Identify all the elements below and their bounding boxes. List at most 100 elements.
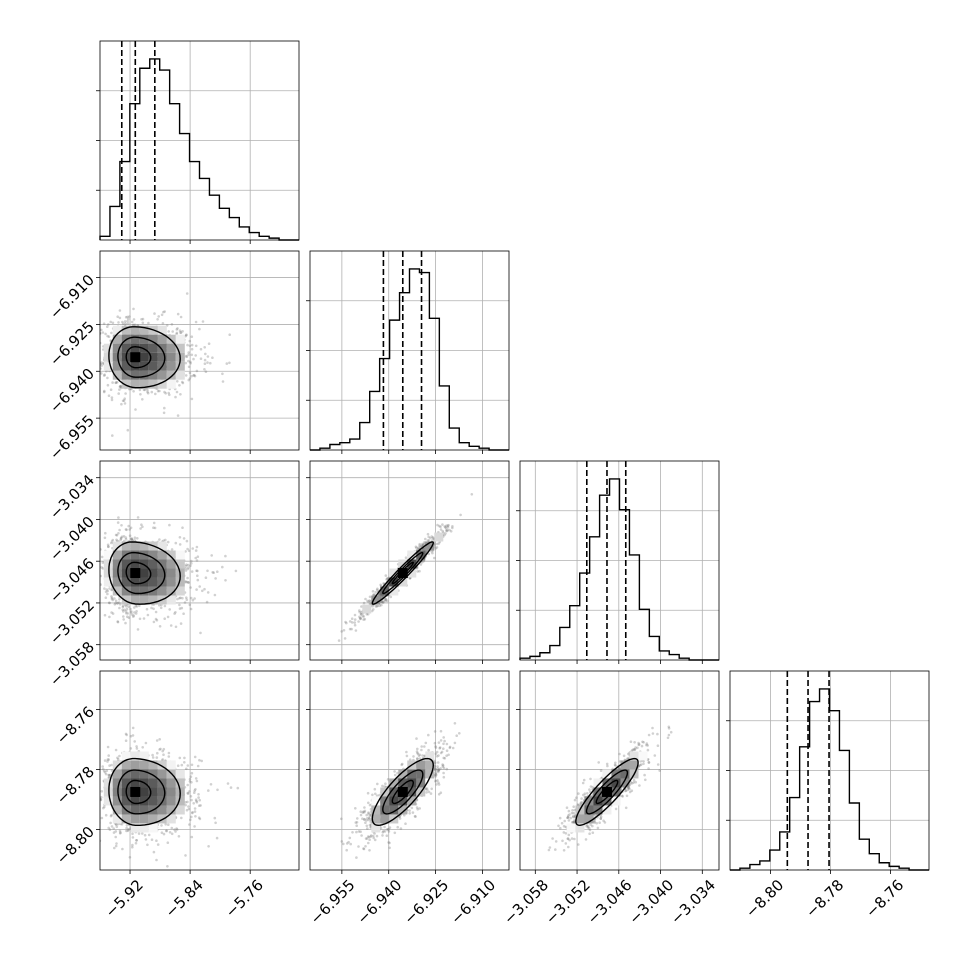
scatter-point [106,325,109,329]
scatter-point [132,614,135,617]
scatter-point [103,613,107,617]
scatter-point [207,845,210,848]
scatter-point [200,759,203,763]
contour-line [382,551,424,595]
scatter-point [189,361,192,365]
scatter-point [181,596,184,600]
scatter-point [185,598,189,602]
density-cell [103,559,113,569]
scatter-point [187,581,190,584]
scatter-point [156,843,160,846]
scatter-point [152,620,156,624]
scatter-point [126,829,130,833]
scatter-point [206,569,209,573]
scatter-point [166,865,169,868]
density-cell [175,343,185,353]
scatter-point [101,331,105,334]
scatter-point [190,798,193,802]
scatter-point [118,754,121,758]
scatter-point [100,548,102,551]
scatter-point [111,598,115,602]
scatter-point [179,331,183,334]
scatter-point [125,607,129,611]
scatter-point [445,529,448,532]
scatter-point [142,617,146,620]
scatter-point [102,390,106,394]
contour-line [117,551,166,595]
scatter-point [131,539,134,542]
scatter-point [426,539,430,542]
density-cell [112,778,122,788]
density-cell [121,814,131,824]
histogram-step [730,688,929,871]
scatter-point [173,828,176,831]
density-cell [175,769,185,779]
scatter-point [133,539,136,542]
scatter-point [358,609,361,612]
scatter-point [120,402,123,406]
scatter-point [114,844,118,848]
scatter-point [437,793,441,796]
scatter-point [107,335,111,339]
scatter-point [446,524,450,527]
scatter-point [203,368,206,371]
scatter-point [108,615,111,619]
scatter-point [224,579,227,582]
scatter-point [197,796,200,799]
scatter-point [190,570,194,573]
scatter-point [190,353,194,357]
density-cell [112,343,122,353]
scatter-point [422,547,425,551]
density-cell [148,559,158,569]
density-cell [157,325,167,335]
scatter-point [132,615,135,618]
scatter-point [108,828,112,831]
scatter-point [371,604,374,608]
scatter-point [420,561,424,564]
scatter-point [383,598,387,601]
scatter-point [183,756,186,760]
scatter-point [193,810,197,813]
density-cell [175,805,185,815]
scatter-point [176,312,180,316]
scatter-point [203,358,207,362]
scatter-point [393,831,397,835]
scatter-point [170,832,174,836]
scatter-panel-1-3 [306,670,510,874]
scatter-point [445,529,449,533]
scatter-point [156,751,159,755]
density-cell [157,370,167,380]
scatter-point [131,845,134,849]
scatter-point [151,753,154,757]
scatter-point [368,595,372,599]
scatter-point [187,581,190,584]
scatter-point [124,392,127,395]
scatter-point [133,323,137,327]
scatter-point [384,598,388,601]
density-cell [139,814,149,824]
scatter-point [444,532,447,535]
scatter-point [404,822,407,825]
scatter-point [103,805,106,809]
scatter-point [153,312,156,315]
scatter-point [128,827,131,831]
scatter-point [102,322,106,326]
scatter-point [197,793,200,796]
density-cell [166,787,176,797]
scatter-point [124,610,128,613]
scatter-point [190,815,193,819]
scatter-point [93,359,96,362]
density-cell [139,325,149,335]
scatter-point [427,535,431,539]
scatter-point [384,598,388,601]
scatter-point [360,611,363,614]
scatter-point [191,811,194,815]
scatter-point [380,595,384,598]
scatter-point [138,388,142,392]
density-cell [121,361,131,371]
scatter-point [152,607,155,611]
scatter-point [369,599,372,603]
density-cell [130,595,140,605]
scatter-point [122,615,125,618]
density-cell [157,568,167,578]
